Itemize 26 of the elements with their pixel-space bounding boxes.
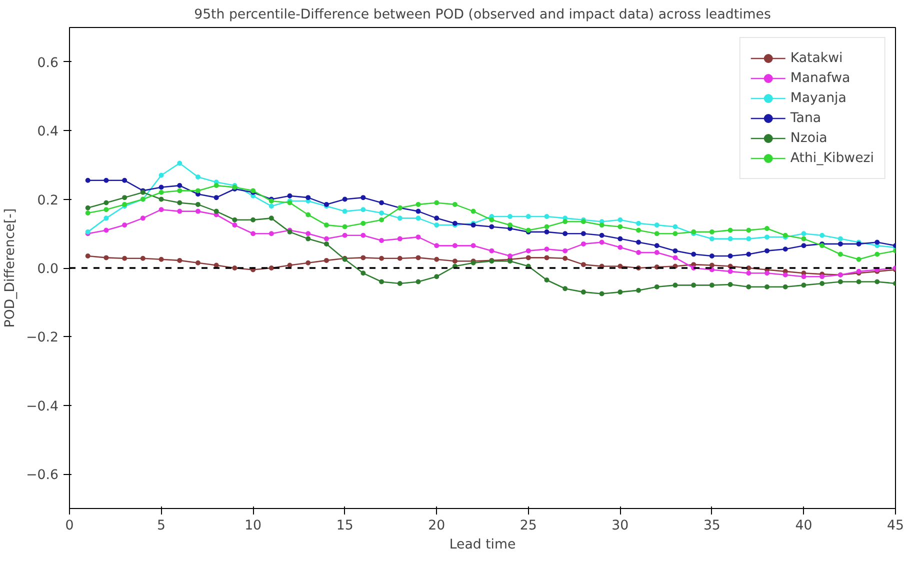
x-tick-label: 45 (887, 518, 904, 534)
y-tick-label: −0.4 (26, 399, 59, 414)
x-tick-label: 35 (703, 518, 720, 534)
legend-label: Nzoia (790, 130, 828, 146)
legend-label: Mayanja (790, 90, 846, 106)
x-tick-label: 10 (244, 518, 262, 534)
y-tick-label: 0.4 (37, 124, 59, 140)
x-tick-label: 20 (428, 518, 446, 534)
y-tick-label: −0.6 (26, 468, 59, 484)
x-tick-label: 25 (520, 518, 537, 534)
legend-label: Athi_Kibwezi (790, 150, 874, 166)
legend-label: Katakwi (790, 50, 843, 66)
x-tick-label: 0 (65, 518, 74, 534)
chart-title: 95th percentile-Difference between POD (observed and impact data) across leadtimes (194, 8, 771, 22)
x-axis-title: Lead time (449, 538, 516, 552)
y-tick-label: −0.2 (26, 330, 59, 346)
x-tick-label: 15 (336, 518, 354, 534)
x-tick-label: 40 (795, 518, 812, 534)
y-tick-label: 0.0 (37, 262, 59, 277)
y-axis-title: POD_Difference[-] (3, 208, 18, 328)
legend-label: Tana (790, 110, 822, 126)
x-tick-label: 30 (612, 518, 629, 534)
y-tick-label: 0.6 (37, 56, 59, 71)
x-tick-label: 5 (157, 518, 166, 534)
legend-label: Manafwa (790, 70, 850, 86)
y-tick-label: 0.2 (37, 193, 59, 208)
